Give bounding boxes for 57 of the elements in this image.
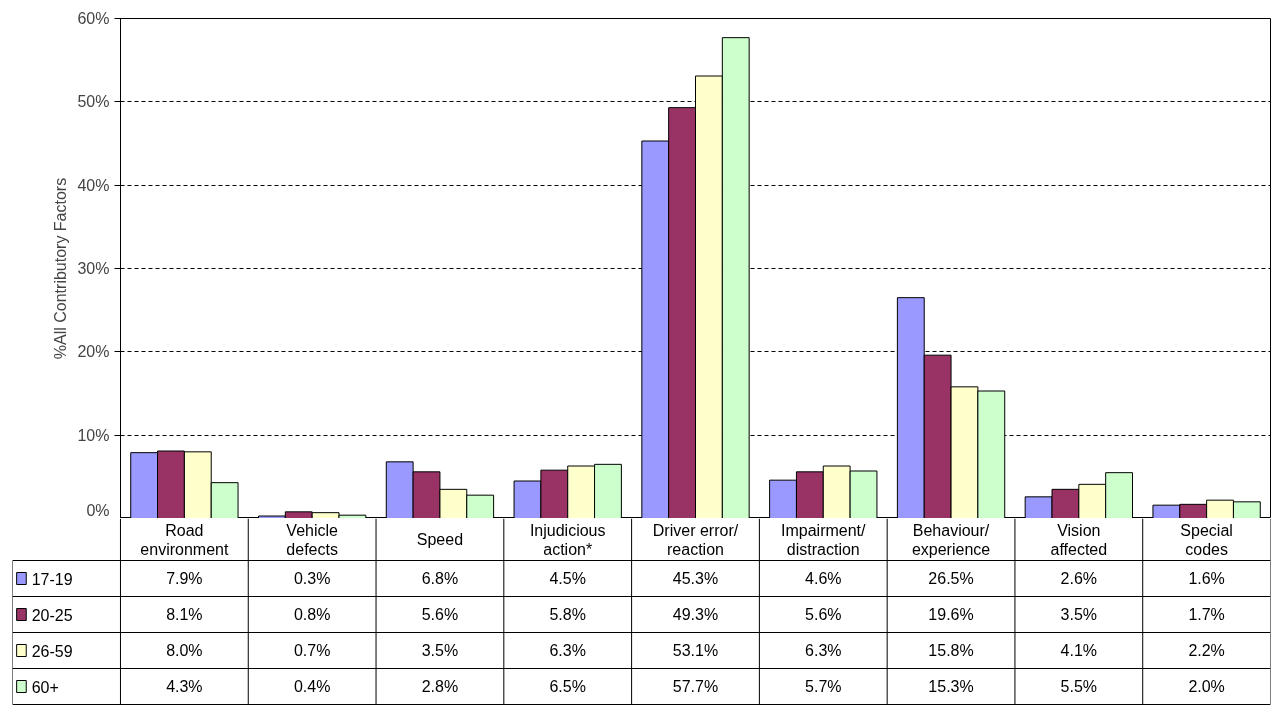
data-label: 19.6% — [928, 606, 974, 623]
y-tick-label: 50% — [77, 93, 110, 111]
data-label: 5.5% — [1060, 678, 1098, 695]
data-label: 6.5% — [549, 678, 586, 695]
data-label: 5.6% — [805, 606, 842, 623]
data-label: 6.3% — [549, 642, 586, 659]
data-label: 0.7% — [293, 642, 331, 659]
data-label: 7.9% — [166, 570, 203, 587]
data-label: 1.7% — [1188, 606, 1225, 623]
data-label: 6.8% — [421, 570, 459, 587]
data-label: 6.3% — [805, 642, 842, 659]
data-label: 0.3% — [293, 570, 331, 587]
data-label: 8.1% — [166, 606, 203, 623]
legend-label: 60+ — [31, 678, 59, 696]
legend-label: 20-25 — [31, 606, 73, 624]
x-tick-label: Road environment — [140, 521, 229, 558]
data-label: 8.0% — [166, 642, 203, 659]
x-tick-label: Special codes — [1180, 521, 1233, 558]
data-label: 0.4% — [293, 678, 331, 695]
y-tick-label: 60% — [77, 10, 110, 27]
data-label: 15.8% — [928, 642, 974, 659]
data-label: 15.3% — [928, 678, 974, 695]
data-label: 3.5% — [421, 642, 459, 659]
x-tick-label: Driver error/ reaction — [652, 521, 739, 558]
data-label: 2.8% — [421, 678, 459, 695]
x-tick-label: Injudicious action* — [529, 521, 606, 558]
data-label: 1.6% — [1188, 570, 1225, 587]
x-tick-label: Vehicle defects — [286, 521, 339, 558]
y-tick-label: 30% — [77, 260, 110, 277]
data-label: 53.1% — [672, 642, 719, 659]
legend-label: 26-59 — [31, 642, 73, 660]
data-label: 26.5% — [928, 570, 974, 587]
y-tick-label: 0% — [86, 501, 110, 519]
data-label: 2.6% — [1060, 570, 1098, 587]
x-tick-label: Vision affected — [1050, 521, 1108, 558]
data-label: 5.6% — [421, 606, 459, 623]
y-tick-label: 20% — [77, 343, 110, 361]
data-label: 57.7% — [672, 678, 719, 695]
y-tick-label: 40% — [77, 176, 110, 194]
data-label: 2.2% — [1188, 642, 1225, 659]
data-label: 4.3% — [166, 678, 203, 695]
data-label: 5.7% — [805, 678, 842, 695]
data-label: 0.8% — [293, 606, 331, 623]
data-label: 3.5% — [1060, 606, 1098, 623]
x-tick-label: Behaviour/ experience — [911, 521, 991, 558]
legend-label: 17-19 — [31, 570, 73, 588]
data-label: 2.0% — [1188, 678, 1225, 695]
y-tick-label: 10% — [77, 426, 110, 444]
x-tick-label: Speed — [416, 531, 464, 548]
data-label: 4.5% — [549, 570, 586, 587]
y-axis-title: %All Contributory Factors — [52, 177, 70, 360]
data-label: 4.6% — [805, 570, 842, 587]
data-label: 4.1% — [1060, 642, 1098, 659]
data-label: 45.3% — [672, 570, 719, 587]
x-tick-label: Impairment/ distraction — [781, 521, 867, 558]
data-label: 5.8% — [549, 606, 586, 623]
data-label: 49.3% — [672, 606, 719, 623]
